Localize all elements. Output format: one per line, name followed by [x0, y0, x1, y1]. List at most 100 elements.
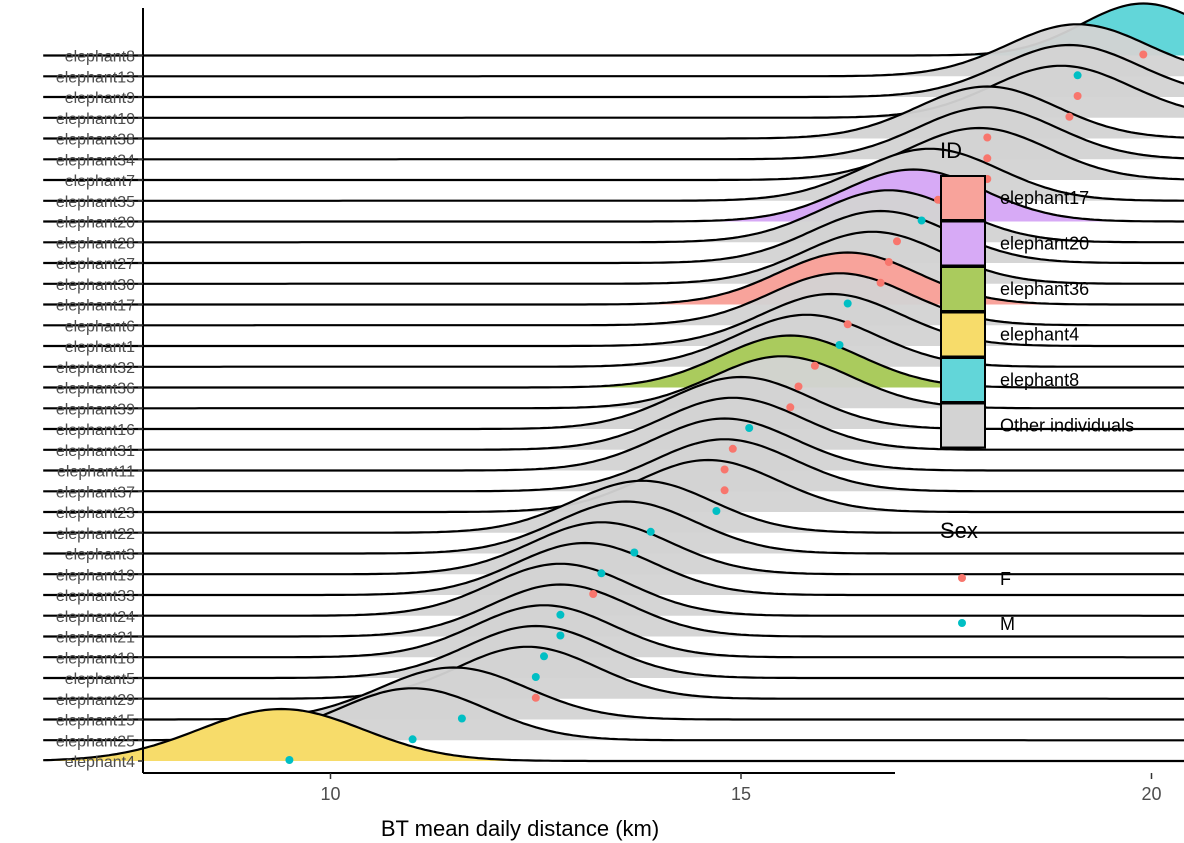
ridge-line-elephant8 — [43, 2, 1184, 57]
y-axis: elephant4 elephant25 elephant15 elephant29 e… — [56, 8, 144, 773]
mean-point-elephant10 — [1065, 112, 1074, 121]
y-tick-label-elephant10: elephant10 — [56, 111, 135, 128]
mean-point-elephant3 — [630, 548, 639, 557]
y-tick-label-elephant17: elephant17 — [56, 298, 135, 315]
mean-point-elephant22 — [646, 527, 655, 536]
y-tick-label-elephant9: elephant9 — [65, 90, 135, 107]
mean-point-elephant39 — [786, 403, 795, 412]
y-tick-label-elephant4: elephant4 — [65, 754, 135, 771]
ridge-line-elephant3 — [43, 500, 1184, 555]
ridge-elephant32 — [43, 313, 1184, 368]
ridge-line-elephant13 — [43, 23, 1184, 78]
ridge-elephant31 — [43, 396, 1184, 451]
mean-point-elephant32 — [810, 361, 819, 370]
ridge-fill-elephant4 — [43, 709, 1184, 761]
mean-point-elephant13 — [1073, 71, 1082, 80]
mean-point-elephant29 — [531, 693, 540, 702]
mean-point-elephant27 — [884, 258, 893, 266]
mean-point-elephant5 — [531, 673, 540, 681]
ridge-elephant11 — [43, 417, 1184, 472]
y-tick-label-elephant11: elephant11 — [57, 464, 135, 481]
legend-id-label-elephant17: elephant17 — [1000, 188, 1089, 208]
y-tick-label-elephant31: elephant31 — [56, 443, 135, 460]
ridge-line-elephant10 — [43, 64, 1184, 119]
ridge-elephant5 — [43, 624, 1184, 680]
ridge-elephant7 — [43, 126, 1184, 182]
legend-sex-label-M: M — [1000, 614, 1015, 634]
ridge-line-elephant19 — [43, 521, 1184, 576]
ridge-line-elephant18 — [43, 604, 1184, 659]
y-tick-label-elephant5: elephant5 — [65, 671, 135, 688]
ridge-elephant1 — [43, 292, 1184, 348]
ridge-fill-elephant38 — [43, 86, 1184, 139]
ridge-line-elephant4 — [43, 707, 1184, 763]
mean-point-elephant28 — [893, 237, 901, 246]
ridge-fill-elephant18 — [43, 605, 1184, 658]
mean-point-elephant6 — [843, 320, 852, 329]
mean-point-elephant9 — [1073, 92, 1082, 100]
ridge-line-elephant39 — [43, 355, 1184, 410]
y-tick-label-elephant3: elephant3 — [65, 547, 135, 564]
mean-point-elephant38 — [983, 133, 992, 142]
ridge-fill-elephant21 — [43, 584, 1184, 637]
mean-point-elephant16 — [745, 424, 754, 432]
ridge-line-elephant34 — [43, 106, 1184, 161]
y-tick-label-elephant16: elephant16 — [56, 422, 135, 439]
legend-id-label-elephant4: elephant4 — [1000, 325, 1079, 345]
x-axis-title: BT mean daily distance (km) — [381, 816, 659, 841]
mean-point-elephant17 — [843, 299, 852, 308]
ridge-line-elephant5 — [43, 624, 1184, 680]
legend-id-label-elephant20: elephant20 — [1000, 234, 1089, 254]
mean-point-elephant34 — [983, 154, 992, 163]
legend-id-swatch-elephant4 — [940, 311, 986, 358]
ridge-line-elephant7 — [43, 126, 1184, 182]
x-tick-label-15: 15 — [731, 784, 751, 804]
ridge-fill-elephant32 — [43, 314, 1184, 367]
y-tick-label-elephant19: elephant19 — [56, 567, 135, 584]
mean-point-elephant15 — [457, 714, 466, 723]
mean-point-elephant25 — [408, 735, 417, 744]
legend-id-swatch-elephant17 — [940, 175, 986, 221]
mean-point-elephant37 — [720, 486, 729, 495]
ridge-elephant21 — [43, 583, 1184, 638]
legend-id-swatch-elephant20 — [940, 220, 986, 267]
x-axis: 10 15 20 — [143, 772, 1162, 804]
legend-sex-key-M — [958, 619, 966, 627]
y-tick-label-elephant29: elephant29 — [56, 692, 135, 709]
ridge-line-elephant38 — [43, 85, 1184, 140]
y-tick-label-elephant30: elephant30 — [56, 277, 135, 294]
mean-point-elephant1 — [835, 341, 844, 349]
y-tick-label-elephant25: elephant25 — [56, 733, 135, 750]
ridge-fill-elephant24 — [43, 563, 1184, 616]
y-tick-label-elephant35: elephant35 — [56, 194, 135, 211]
y-tick-label-elephant39: elephant39 — [56, 401, 135, 418]
ridge-elephant4 — [43, 707, 1184, 763]
ridge-elephant16 — [43, 375, 1184, 431]
legend-id-label-other-individuals: Other individuals — [1000, 416, 1134, 436]
y-tick-label-elephant34: elephant34 — [56, 152, 135, 169]
ridge-line-elephant11 — [43, 417, 1184, 472]
ridge-fill-elephant33 — [43, 543, 1184, 595]
ridge-fill-elephant36 — [43, 335, 1184, 388]
ridge-line-elephant23 — [43, 458, 1184, 514]
mean-point-elephant4 — [285, 756, 294, 764]
mean-point-elephant11 — [720, 465, 729, 474]
ridge-line-elephant20 — [43, 168, 1184, 223]
ridge-line-elephant29 — [43, 645, 1184, 700]
mean-point-elephant20 — [917, 216, 926, 225]
ridge-elephant34 — [43, 106, 1184, 161]
ridge-line-elephant31 — [43, 396, 1184, 451]
mean-point-elephant30 — [876, 278, 885, 287]
ridge-line-elephant17 — [43, 251, 1184, 306]
legend-sex-title: Sex — [940, 518, 978, 543]
ridge-fill-elephant1 — [43, 294, 1184, 346]
ridges-layer — [43, 2, 1184, 763]
legend-id-swatch-other-individuals — [940, 402, 986, 449]
ridge-elephant33 — [43, 541, 1184, 597]
x-tick-label-20: 20 — [1141, 784, 1161, 804]
mean-point-elephant18 — [540, 652, 548, 661]
ridge-fill-elephant34 — [43, 107, 1184, 160]
y-tick-label-elephant38: elephant38 — [56, 132, 135, 149]
ridge-fill-elephant37 — [43, 439, 1184, 492]
